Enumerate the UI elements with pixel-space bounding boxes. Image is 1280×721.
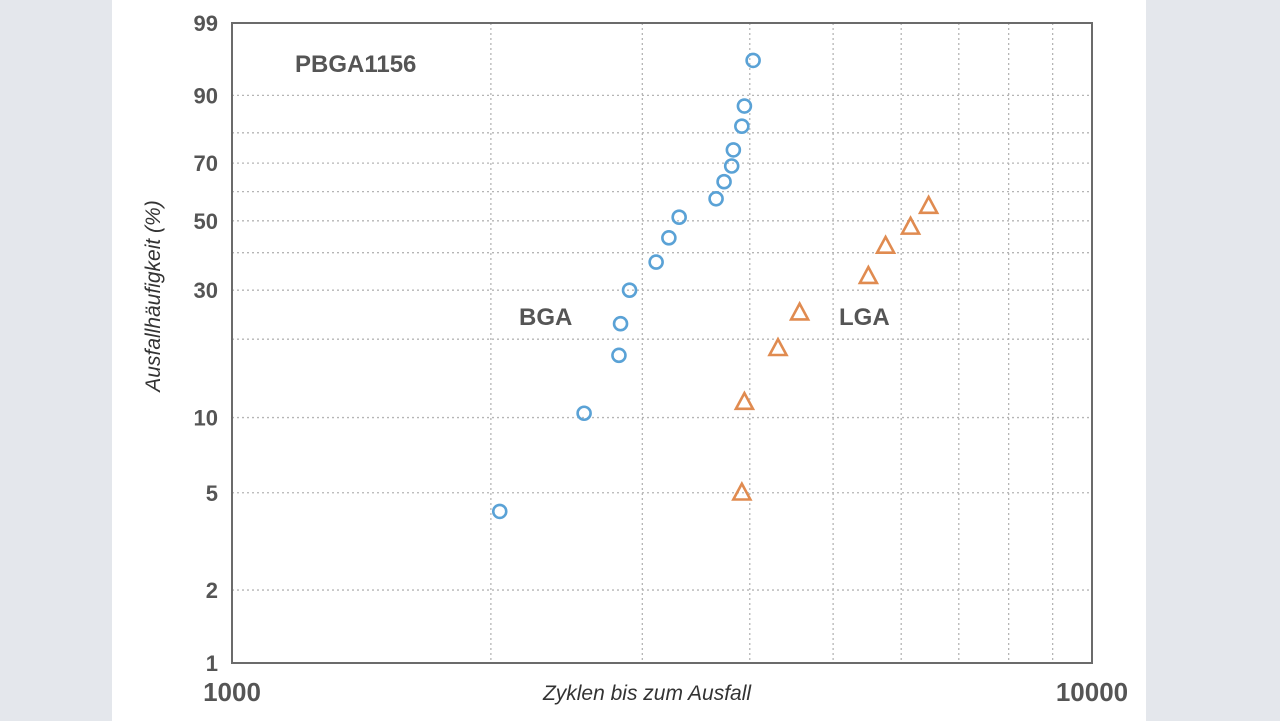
data-point-circle xyxy=(611,347,627,364)
data-point-circle xyxy=(745,52,761,69)
data-point-circle xyxy=(716,173,732,190)
annotation-lga: LGA xyxy=(839,304,890,331)
data-point-circle xyxy=(612,315,629,332)
data-point-circle xyxy=(725,142,742,158)
data-point-triangle xyxy=(733,390,756,411)
y-tick-labels: 1 2 5 10 30 50 70 90 99 xyxy=(194,11,218,676)
x-axis-title: Zyklen bis zum Ausfall xyxy=(542,682,752,705)
series-bga xyxy=(491,52,761,520)
data-point-circle xyxy=(671,209,687,225)
y-tick-label: 5 xyxy=(206,481,218,506)
y-tick-label: 50 xyxy=(194,209,218,234)
data-point-triangle xyxy=(767,336,789,357)
data-point-circle xyxy=(708,190,724,207)
data-point-circle xyxy=(736,98,753,114)
x-tick-label: 1000 xyxy=(203,677,261,707)
y-tick-label: 10 xyxy=(194,406,218,431)
x-tick-labels: 1000 10000 xyxy=(203,677,1128,707)
x-tick-label: 10000 xyxy=(1056,677,1128,707)
data-point-triangle xyxy=(899,215,922,235)
weibull-chart: 1 2 5 10 30 50 70 90 99 1000 10000 Zyklen bis zum… xyxy=(142,11,1128,707)
data-point-triangle xyxy=(731,481,753,501)
data-point-triangle xyxy=(788,300,811,321)
data-series xyxy=(491,52,940,520)
annotation-pbga1156: PBGA1156 xyxy=(295,51,416,78)
data-point-circle xyxy=(648,254,664,270)
data-point-triangle xyxy=(874,234,897,255)
y-axis-title: Ausfallhäufigkeit (%) xyxy=(142,200,165,393)
series-lga xyxy=(731,194,940,501)
data-point-circle xyxy=(734,118,750,134)
y-tick-label: 90 xyxy=(194,83,218,108)
data-point-circle xyxy=(621,282,638,298)
grid xyxy=(232,23,1092,663)
y-tick-label: 1 xyxy=(206,651,218,676)
chart-panel: 1 2 5 10 30 50 70 90 99 1000 10000 Zyklen bis zum… xyxy=(112,0,1146,721)
data-point-circle xyxy=(661,230,677,246)
data-point-circle xyxy=(576,405,592,422)
data-point-triangle xyxy=(917,194,940,215)
data-point-circle xyxy=(491,503,508,520)
plot-area xyxy=(231,22,1093,664)
y-tick-label: 2 xyxy=(206,578,218,603)
y-tick-label: 30 xyxy=(194,278,218,303)
data-point-circle xyxy=(723,158,740,174)
y-tick-label: 99 xyxy=(194,11,218,36)
y-tick-label: 70 xyxy=(194,151,218,176)
data-point-triangle xyxy=(857,264,880,285)
annotation-bga: BGA xyxy=(519,304,572,331)
